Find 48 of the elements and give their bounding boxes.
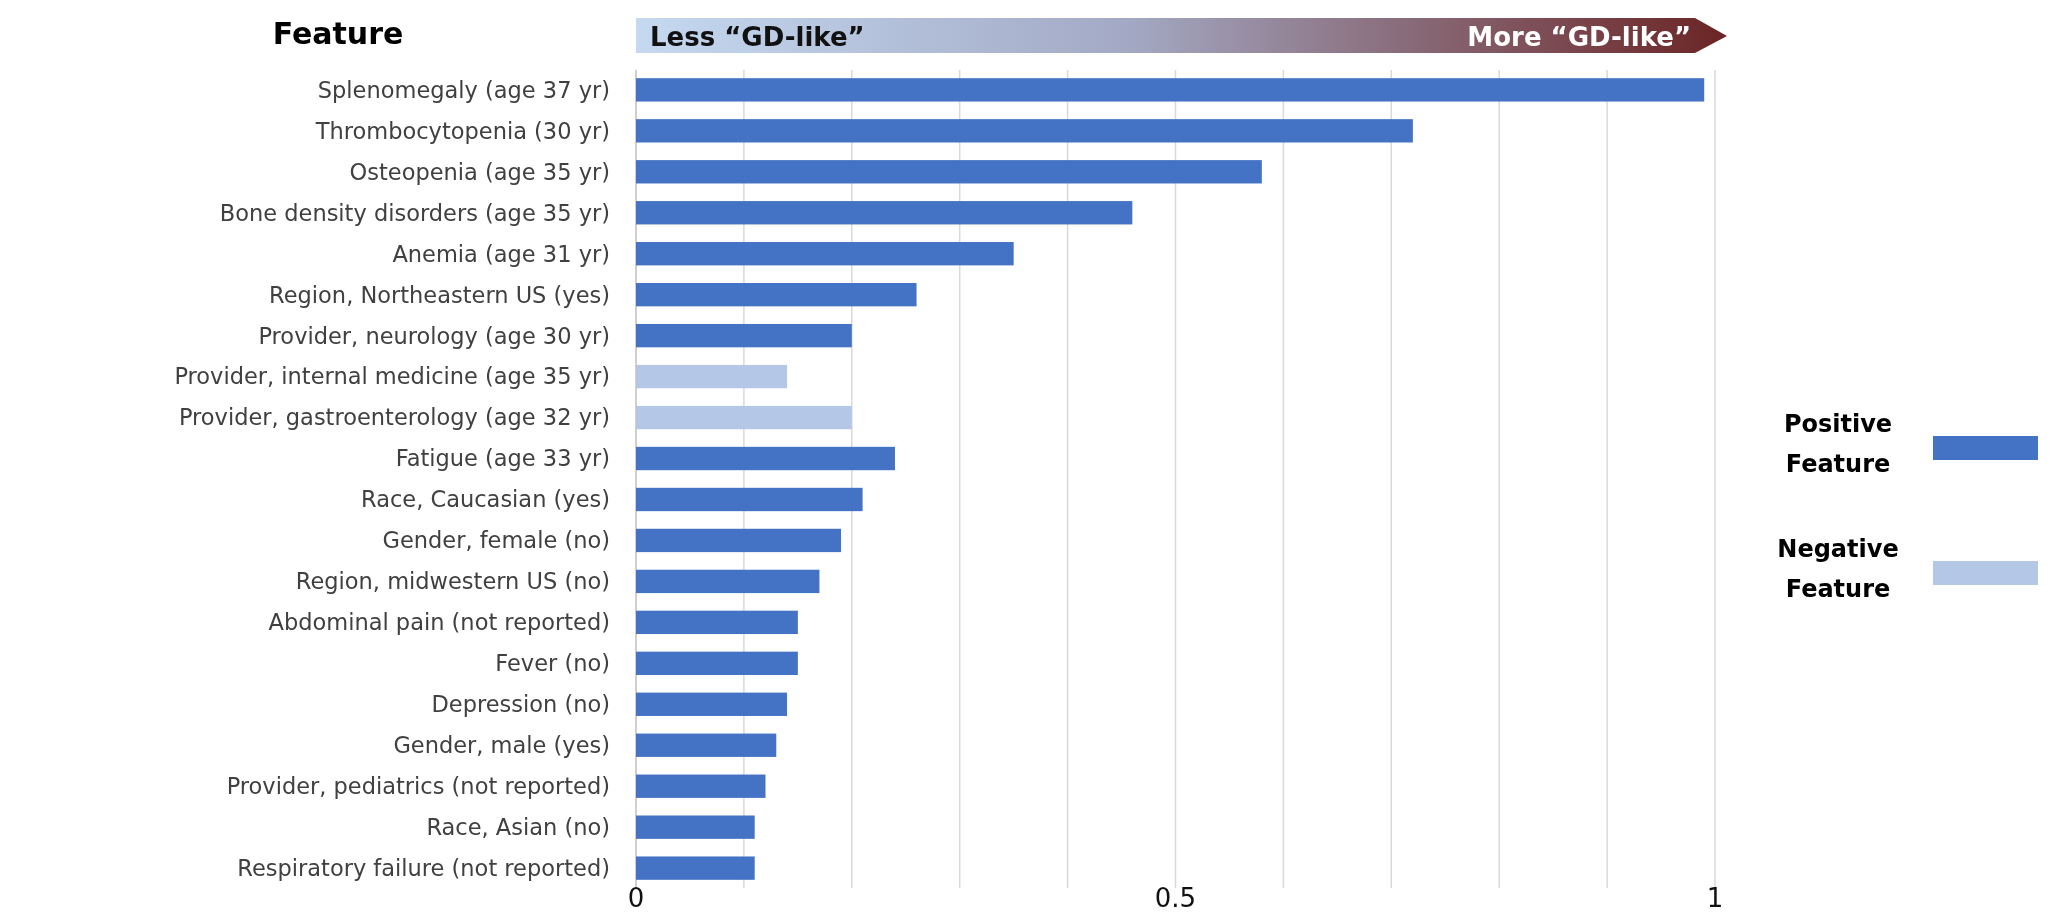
y-tick-label: Provider, gastroenterology (age 32 yr) [178, 404, 610, 431]
y-tick-label: Osteopenia (age 35 yr) [349, 158, 610, 185]
y-tick-label: Gender, male (yes) [393, 732, 610, 759]
bar [636, 323, 852, 348]
bar [636, 528, 842, 553]
bar [636, 160, 1262, 184]
bar [636, 692, 788, 716]
x-tick-label: 0 [627, 883, 645, 913]
y-tick-label: Provider, internal medicine (age 35 yr) [174, 363, 610, 390]
text: Less “GD-like” [650, 22, 865, 52]
bar [636, 733, 777, 757]
bar [636, 405, 852, 430]
bar [636, 364, 788, 389]
legend-label: Positive Feature [1783, 410, 1893, 478]
x-tick-label: 1 [1706, 883, 1724, 913]
bar [636, 610, 798, 635]
bar [636, 651, 798, 675]
y-tick-label: Bone density disorders (age 35 yr) [219, 199, 610, 226]
bar [636, 78, 1705, 102]
y-tick-label: Abdominal pain (not reported) [268, 609, 610, 636]
y-tick-label: Race, Caucasian (yes) [361, 486, 610, 513]
y-tick-label: Splenomegaly (age 37 yr) [317, 76, 610, 103]
y-tick-label: Fatigue (age 33 yr) [395, 445, 610, 472]
y-tick-label: Provider, neurology (age 30 yr) [258, 322, 610, 349]
text: More “GD-like” [1467, 22, 1691, 52]
bar [636, 856, 755, 880]
y-tick-label: Gender, female (no) [382, 527, 610, 554]
y-tick-label: Region, Northeastern US (yes) [269, 281, 610, 308]
legend-label: Negative Feature [1777, 535, 1899, 603]
bar [636, 283, 917, 307]
y-tick-label: Race, Asian (no) [426, 814, 610, 841]
y-axis-title: Feature [272, 16, 404, 51]
bar [636, 242, 1014, 266]
bar [636, 119, 1413, 143]
bar [636, 815, 755, 839]
y-tick-label: Provider, pediatrics (not reported) [226, 773, 610, 800]
bar [636, 487, 863, 512]
x-tick-label: 0.5 [1154, 883, 1197, 913]
bar [636, 774, 766, 798]
bar [636, 569, 820, 594]
y-tick-label: Depression (no) [431, 691, 610, 718]
bar [636, 201, 1133, 225]
y-tick-label: Fever (no) [495, 650, 610, 677]
y-tick-label: Region, midwestern US (no) [295, 568, 610, 595]
bar [636, 446, 895, 471]
y-tick-label: Anemia (age 31 yr) [392, 240, 610, 267]
y-tick-label: Thrombocytopenia (30 yr) [314, 117, 610, 144]
y-tick-label: Respiratory failure (not reported) [237, 855, 610, 882]
